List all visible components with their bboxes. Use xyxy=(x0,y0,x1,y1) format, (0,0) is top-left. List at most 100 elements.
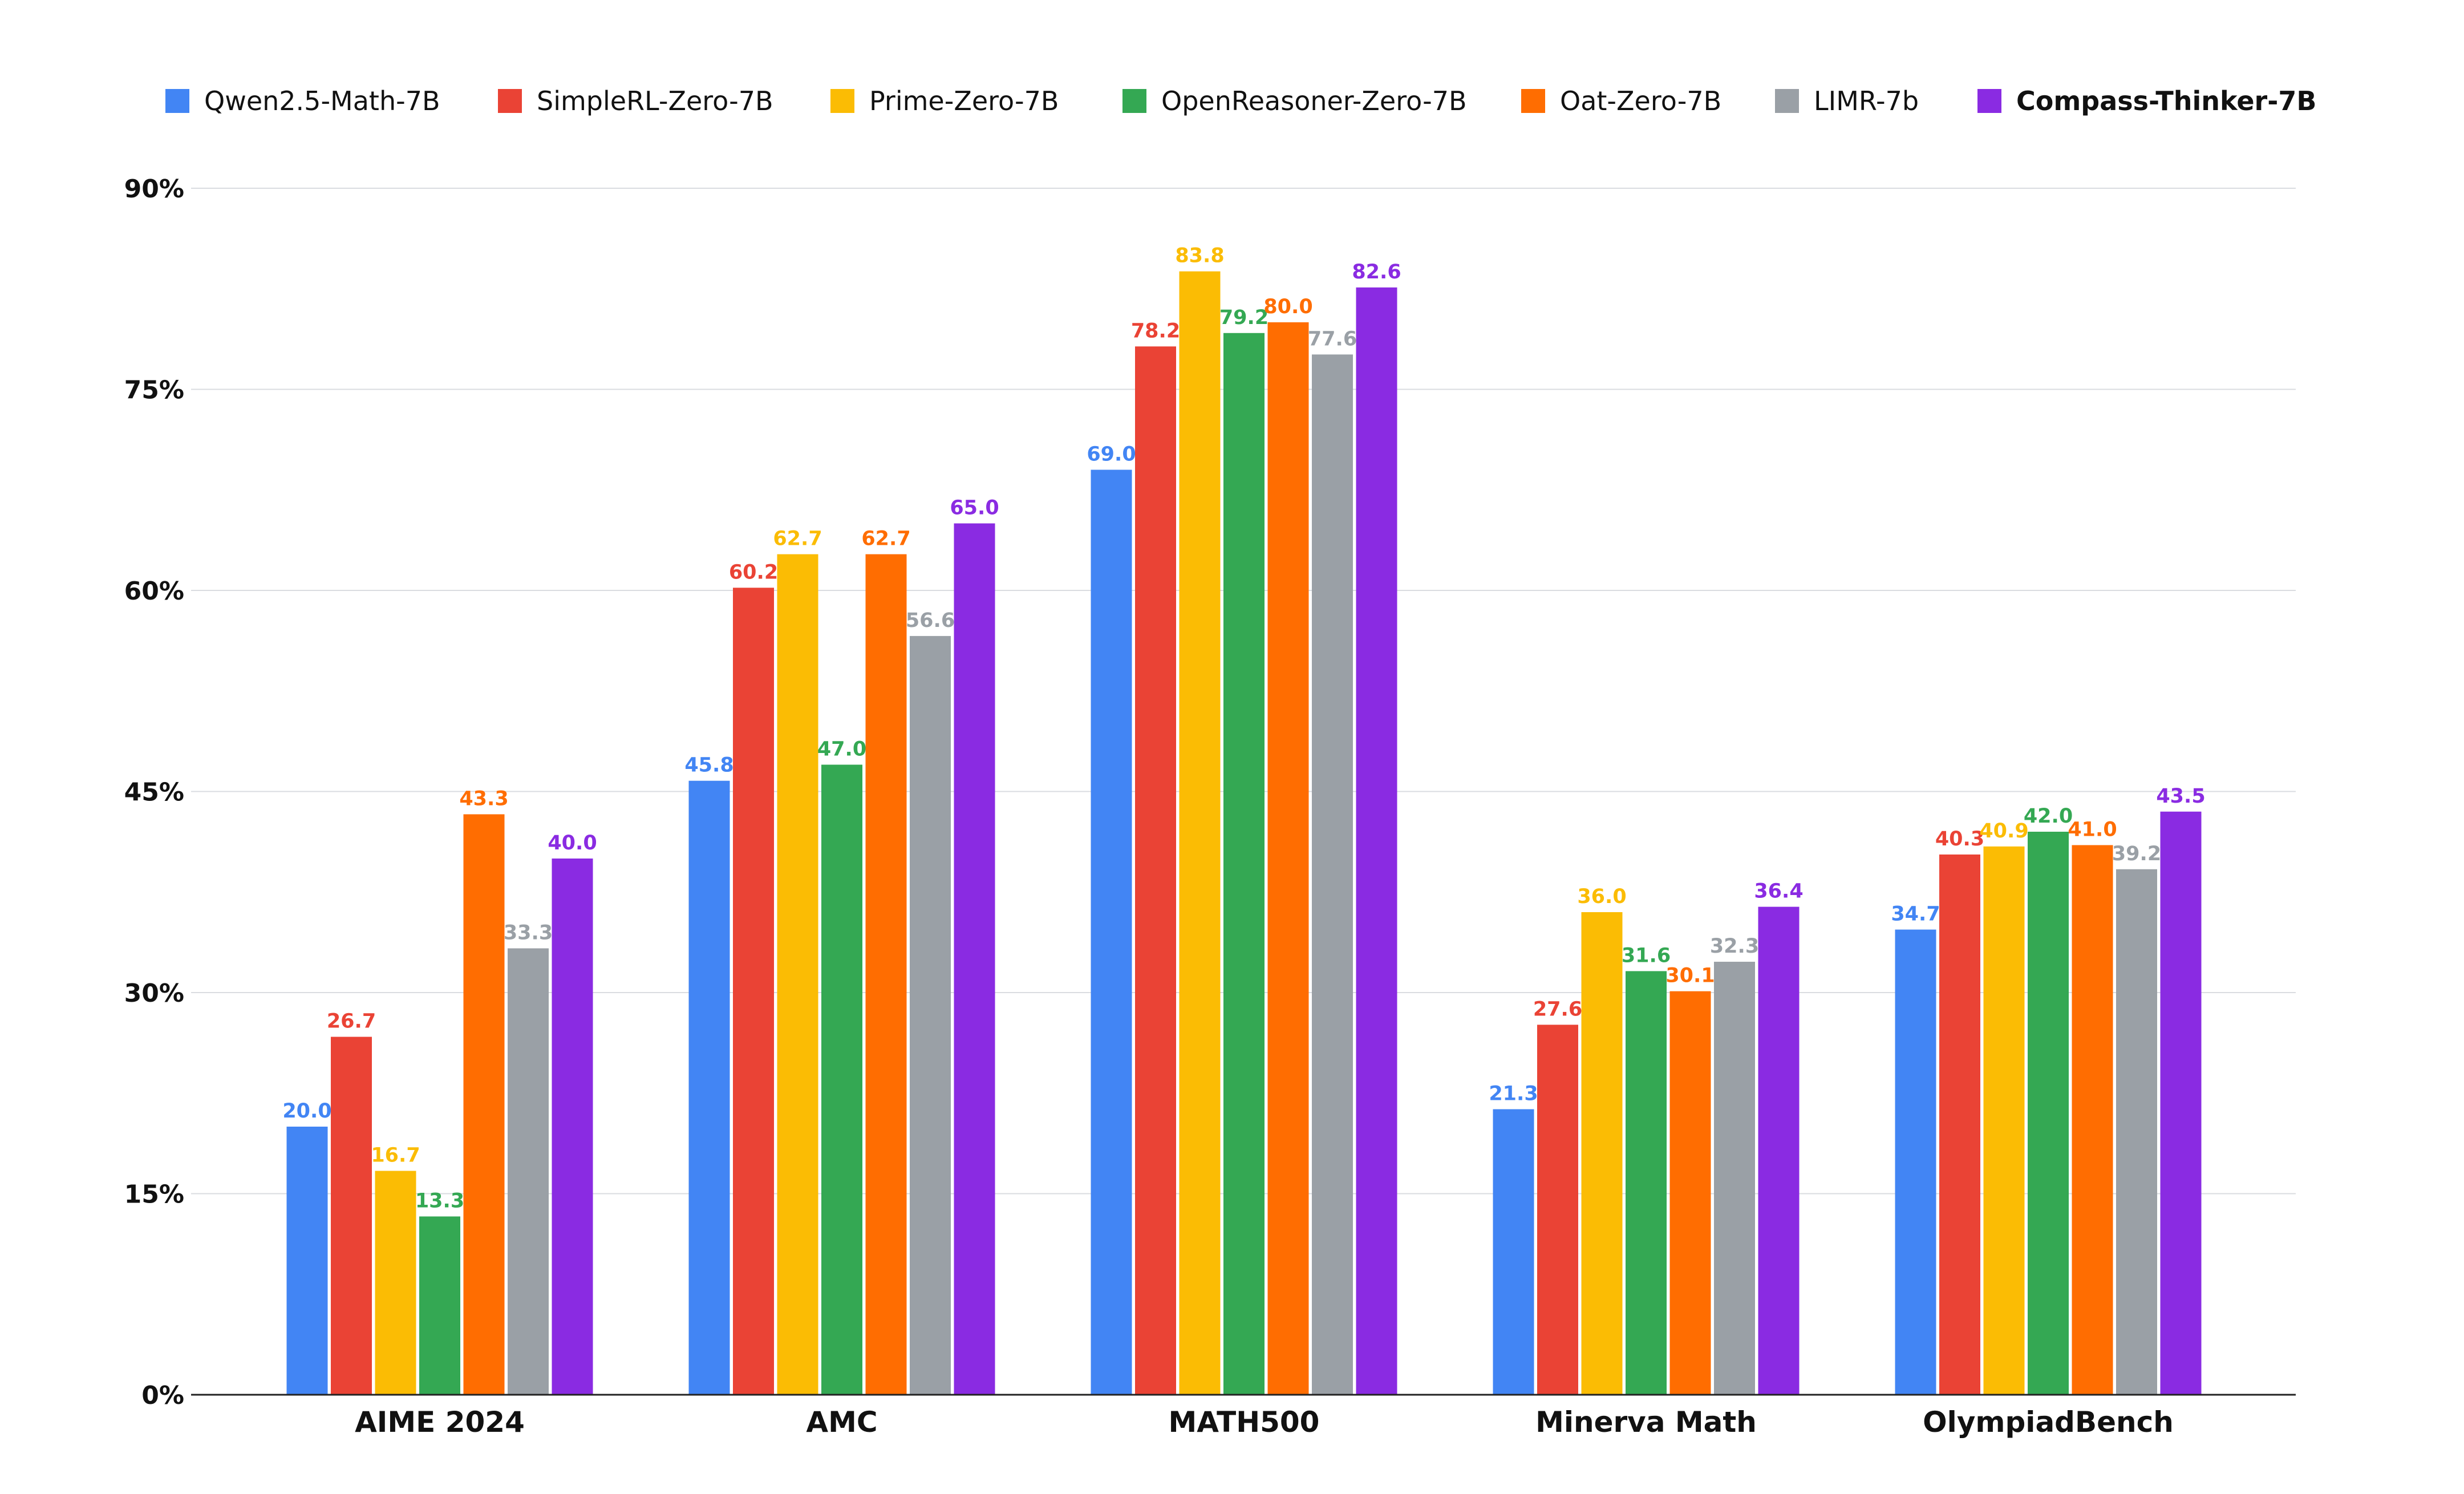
legend-swatch xyxy=(1775,89,1799,113)
x-tick-label: AIME 2024 xyxy=(355,1406,525,1439)
bar xyxy=(1135,346,1176,1395)
data-label: 26.7 xyxy=(327,1010,376,1033)
data-labels: 20.0 45.8 69.0 21.3 34.7 26.7 60.2 78.2 27.6 40.3… xyxy=(282,245,2205,1213)
y-tick-label: 0% xyxy=(141,1381,184,1410)
legend-swatch xyxy=(1521,89,1545,113)
bar xyxy=(1356,287,1397,1395)
bar xyxy=(1983,846,2025,1395)
y-tick-label: 45% xyxy=(124,778,184,807)
bar xyxy=(1626,971,1667,1395)
data-label: 42.0 xyxy=(2024,805,2073,828)
data-label: 41.0 xyxy=(2068,819,2117,841)
data-label: 34.7 xyxy=(1891,903,1940,926)
bar xyxy=(419,1216,460,1395)
data-label: 36.0 xyxy=(1577,885,1626,908)
legend-swatch xyxy=(498,89,522,113)
x-tick-label: MATH500 xyxy=(1169,1406,1320,1439)
data-label: 43.3 xyxy=(459,787,508,810)
legend-label: Prime-Zero-7B xyxy=(869,86,1059,116)
data-label: 78.2 xyxy=(1131,319,1180,342)
bar xyxy=(1714,961,1755,1395)
x-tick-label: Minerva Math xyxy=(1535,1406,1757,1439)
y-tick-label: 60% xyxy=(124,577,184,606)
bar xyxy=(1895,929,1936,1395)
data-label: 30.1 xyxy=(1665,965,1715,987)
y-tick-label: 15% xyxy=(124,1180,184,1209)
bar xyxy=(463,814,505,1395)
data-label: 31.6 xyxy=(1622,944,1671,967)
legend-swatch xyxy=(830,89,854,113)
axes: 0% 15% 30% 45% 60% 75% 90% AIME 2024 AMC MATH500 M… xyxy=(124,175,2296,1439)
data-label: 39.2 xyxy=(2112,843,2161,865)
bar xyxy=(552,859,593,1395)
x-tick-label: AMC xyxy=(806,1406,877,1439)
data-label: 43.5 xyxy=(2156,785,2205,808)
bar xyxy=(1493,1109,1534,1395)
bar xyxy=(1179,271,1221,1395)
bar xyxy=(2072,845,2113,1395)
bars xyxy=(286,271,2202,1395)
bar xyxy=(1312,354,1353,1395)
bar xyxy=(1267,322,1309,1395)
data-label: 69.0 xyxy=(1087,443,1136,466)
bar xyxy=(2160,811,2202,1395)
data-label: 33.3 xyxy=(504,921,553,944)
data-label: 77.6 xyxy=(1308,327,1357,350)
data-label: 62.7 xyxy=(773,528,822,550)
bar xyxy=(2116,869,2157,1395)
data-label: 20.0 xyxy=(282,1100,331,1123)
bar xyxy=(954,523,995,1395)
bar xyxy=(2028,832,2069,1395)
legend-label: Qwen2.5-Math-7B xyxy=(204,86,440,116)
legend-label: SimpleRL-Zero-7B xyxy=(537,86,773,116)
data-label: 82.6 xyxy=(1352,261,1401,284)
bar xyxy=(865,554,907,1395)
bar xyxy=(777,554,818,1395)
legend: Qwen2.5-Math-7B SimpleRL-Zero-7B Prime-Zer… xyxy=(165,86,2316,116)
y-tick-label: 75% xyxy=(124,376,184,405)
bar xyxy=(1581,912,1623,1395)
legend-label: LIMR-7b xyxy=(1814,86,1919,116)
bar xyxy=(1537,1025,1578,1395)
bar xyxy=(910,635,951,1395)
data-label: 45.8 xyxy=(684,754,733,777)
y-tick-label: 30% xyxy=(124,979,184,1008)
data-label: 36.4 xyxy=(1754,880,1803,903)
data-label: 27.6 xyxy=(1533,998,1582,1021)
bar xyxy=(1669,991,1711,1395)
bar xyxy=(1223,333,1265,1395)
data-label: 60.2 xyxy=(729,561,778,584)
data-label: 16.7 xyxy=(371,1144,420,1167)
bar xyxy=(821,764,862,1395)
data-label: 79.2 xyxy=(1219,306,1269,329)
legend-label: Oat-Zero-7B xyxy=(1560,86,1721,116)
bar xyxy=(1939,854,1980,1395)
data-label: 47.0 xyxy=(817,738,866,761)
data-label: 83.8 xyxy=(1175,245,1224,268)
data-label: 65.0 xyxy=(950,497,999,520)
legend-swatch xyxy=(165,89,189,113)
legend-label: OpenReasoner-Zero-7B xyxy=(1161,86,1467,116)
bar xyxy=(375,1171,416,1395)
legend-swatch xyxy=(1122,89,1146,113)
bar xyxy=(1091,469,1132,1395)
legend-label: Compass-Thinker-7B xyxy=(2016,86,2316,116)
data-label: 32.3 xyxy=(1710,935,1759,958)
data-label: 21.3 xyxy=(1489,1082,1538,1105)
data-label: 40.0 xyxy=(548,832,597,855)
data-label: 13.3 xyxy=(415,1189,464,1212)
y-tick-label: 90% xyxy=(124,175,184,204)
data-label: 56.6 xyxy=(906,609,955,632)
x-tick-label: OlympiadBench xyxy=(1923,1406,2174,1439)
data-label: 40.3 xyxy=(1935,828,1984,851)
bar xyxy=(508,948,549,1395)
bar xyxy=(286,1127,328,1395)
bar xyxy=(688,780,730,1395)
data-label: 62.7 xyxy=(861,528,910,550)
bar xyxy=(331,1037,372,1395)
data-label: 40.9 xyxy=(1979,820,2028,843)
bar xyxy=(733,588,774,1395)
data-label: 80.0 xyxy=(1263,295,1312,318)
legend-swatch xyxy=(1977,89,2001,113)
